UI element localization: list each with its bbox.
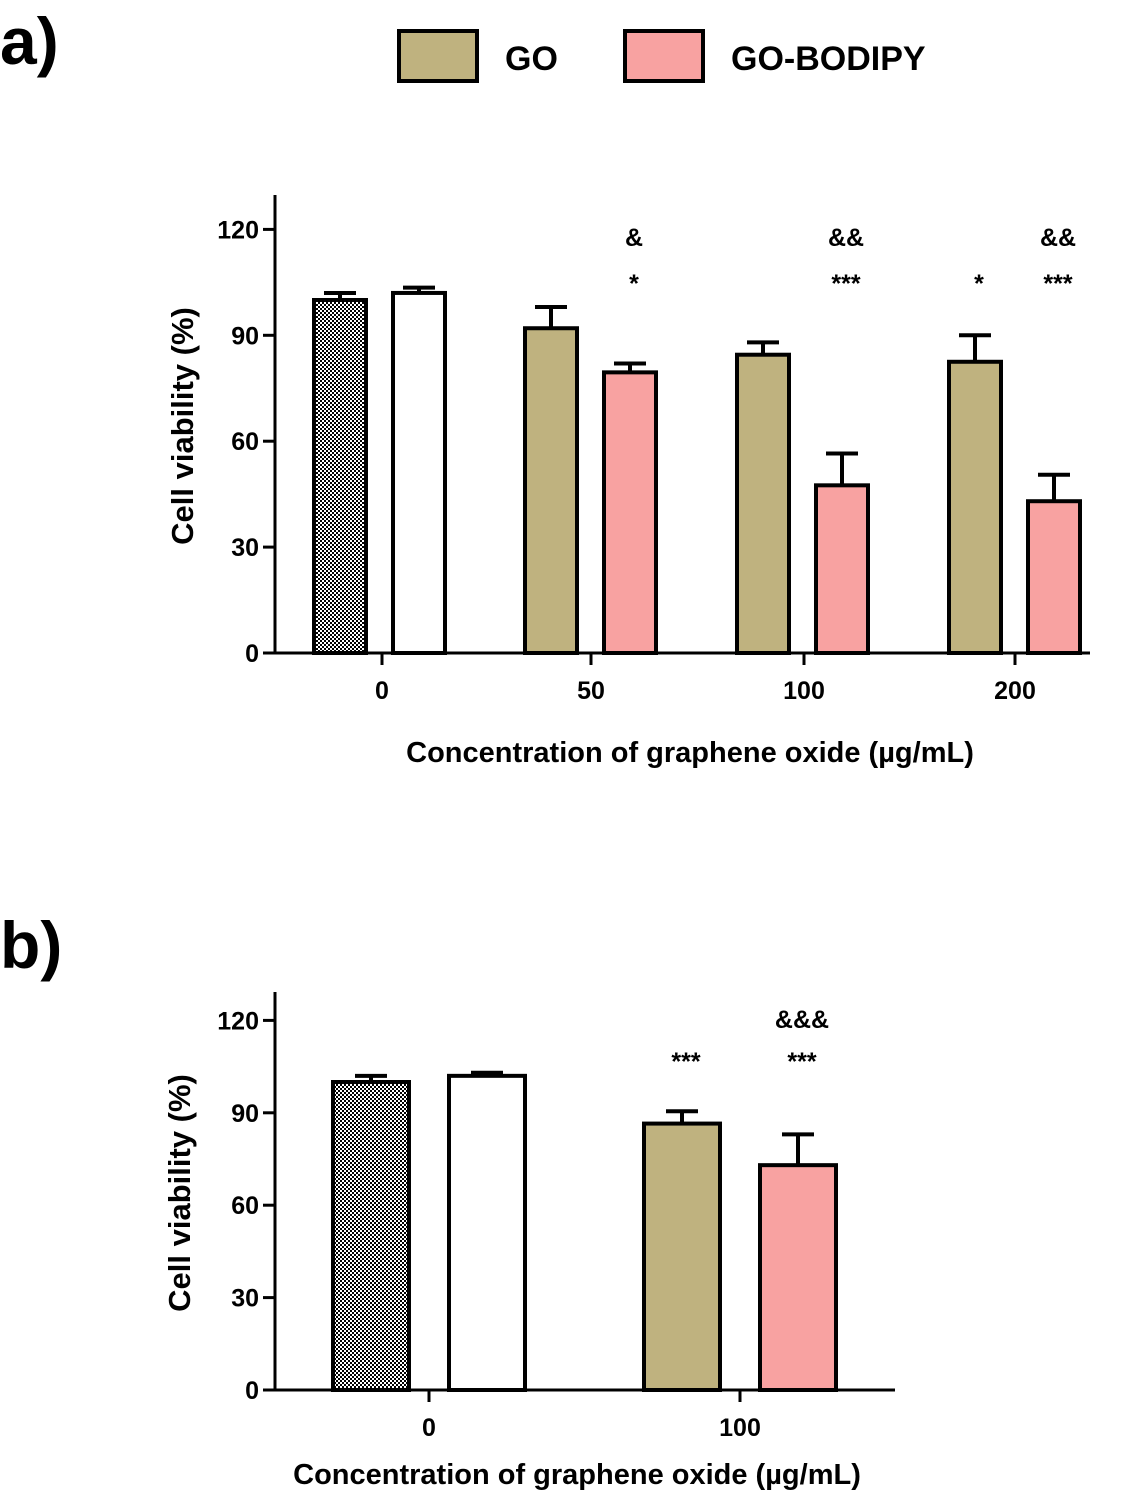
bar-GO-50: [523, 326, 579, 655]
significance-star: *: [974, 270, 984, 298]
y-tick-label: 120: [217, 1007, 259, 1035]
panel-a-label: a): [0, 4, 59, 78]
y-tick-label: 60: [231, 428, 259, 456]
bar-GO-BODIPY-100: [814, 483, 870, 656]
bar-GO-BODIPY-200: [1026, 499, 1082, 655]
bar-control-0: [331, 1080, 411, 1392]
panel-b-x-axis-title: Concentration of graphene oxide (µg/mL): [293, 1459, 861, 1491]
panel-a-bars: [312, 285, 1082, 656]
bar-control-0: [312, 298, 368, 655]
bar-GO-100: [642, 1121, 722, 1392]
significance-star: ***: [671, 1048, 700, 1076]
y-tick-label: 90: [231, 322, 259, 350]
x-tick-label: 100: [719, 1414, 761, 1442]
y-tick-label: 0: [245, 640, 259, 668]
legend-label-go: GO: [505, 40, 558, 78]
y-tick-label: 60: [231, 1192, 259, 1220]
x-tick-label: 0: [375, 677, 389, 705]
legend-label-go-bodipy: GO-BODIPY: [731, 40, 926, 78]
panel-b-axes: 0 30 60 90 120 0 100: [217, 992, 895, 1442]
significance-star: ***: [831, 270, 860, 298]
bar-GO-100: [735, 352, 791, 655]
bar-untreated-0: [391, 290, 447, 655]
y-tick-label: 120: [217, 216, 259, 244]
significance-ampersand: &&: [828, 224, 864, 252]
legend-item-go: GO: [397, 29, 558, 83]
bar-GO-BODIPY-100: [758, 1163, 838, 1393]
panel-b-label: b): [0, 908, 62, 982]
x-tick-label: 200: [994, 677, 1036, 705]
panel-b-y-axis-title: Cell viability (%): [162, 1074, 197, 1312]
x-tick-label: 100: [783, 677, 825, 705]
legend-item-go-bodipy: GO-BODIPY: [623, 29, 926, 83]
significance-star: ***: [1043, 270, 1072, 298]
panel-a-y-axis-title: Cell viability (%): [165, 307, 200, 545]
bar-GO-200: [947, 359, 1003, 655]
significance-ampersand: &: [625, 224, 643, 252]
panel-a-x-axis-title: Concentration of graphene oxide (µg/mL): [406, 737, 974, 769]
y-tick-label: 90: [231, 1100, 259, 1128]
y-tick-label: 30: [231, 534, 259, 562]
legend: GO GO-BODIPY: [397, 29, 926, 83]
x-tick-label: 50: [577, 677, 605, 705]
significance-ampersand: &&&: [775, 1006, 829, 1034]
panel-b-bars: [331, 1070, 838, 1393]
legend-swatch-go: [397, 29, 479, 83]
significance-star: *: [629, 270, 639, 298]
panel-b: b) 0 30 60 90 120 0 100 *** *** &&& Cell viabili…: [0, 908, 895, 1491]
significance-star: ***: [787, 1048, 816, 1076]
legend-swatch-go-bodipy: [623, 29, 705, 83]
y-tick-label: 30: [231, 1285, 259, 1313]
panel-b-annotations: *** *** &&&: [671, 1006, 829, 1076]
bar-GO-BODIPY-50: [602, 370, 658, 655]
bar-untreated-0: [447, 1073, 527, 1392]
significance-ampersand: &&: [1040, 224, 1076, 252]
panel-a-annotations: *&***&&* ***&&: [625, 224, 1076, 298]
panel-a-axes: 0 30 60 90 120 0 50 100 200: [217, 195, 1090, 705]
y-tick-label: 0: [245, 1377, 259, 1405]
x-tick-label: 0: [422, 1414, 436, 1442]
